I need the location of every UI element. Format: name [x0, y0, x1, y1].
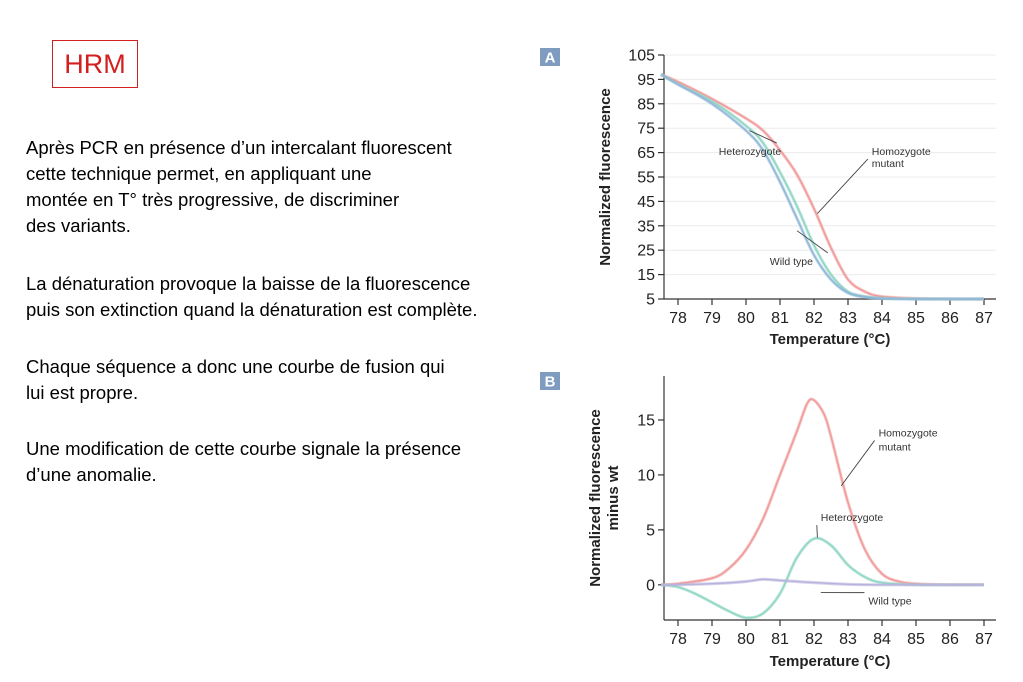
y-axis-title: minus wt	[605, 465, 622, 530]
x-tick-label: 82	[805, 310, 823, 327]
x-tick-label: 85	[907, 631, 925, 648]
y-tick-label: 25	[637, 243, 655, 260]
panel-badge-a: A	[540, 48, 560, 67]
panel-badge-label: B	[545, 374, 556, 391]
annotation-leader	[749, 130, 777, 144]
annotation-label: Homozygote	[879, 427, 938, 439]
y-tick-label: 85	[637, 96, 655, 113]
panel-badge-box	[540, 48, 560, 66]
series-line-core	[660, 398, 985, 586]
axes: 0 5 10 15 78 79 80 81 82 83 84 85 86 87	[637, 376, 996, 648]
x-tick-label: 81	[771, 310, 789, 327]
y-tick-label: 5	[646, 522, 655, 539]
annotation-label: Wild type	[868, 596, 911, 608]
annotation-label: Homozygote	[872, 146, 931, 158]
paragraph-denaturation: La dénaturation provoque la baisse de la…	[26, 273, 478, 320]
annotation-label: Wild type	[770, 256, 813, 268]
y-axis-title: Normalized fluorescence	[587, 409, 604, 587]
y-tick-label: 55	[637, 170, 655, 187]
x-tick-label: 80	[737, 631, 755, 648]
x-tick-label: 79	[703, 631, 721, 648]
annotation-leader	[840, 440, 875, 487]
panel-badge-label: A	[545, 50, 556, 67]
x-tick-label: 86	[941, 631, 959, 648]
x-tick-label: 81	[771, 631, 789, 648]
y-tick-label: 15	[637, 412, 655, 429]
x-tick-label: 86	[941, 310, 959, 327]
y-tick-label: 65	[637, 145, 655, 162]
y-tick-label: 0	[646, 577, 655, 594]
annotation-label: mutant	[879, 442, 911, 454]
annotation-label: Heterozygote	[821, 512, 884, 524]
series-line-core	[660, 73, 984, 300]
series-homozygote-mutant	[660, 397, 985, 587]
x-tick-label: 87	[975, 310, 993, 327]
y-tick-label: 10	[637, 467, 655, 484]
x-tick-label: 85	[907, 310, 925, 327]
annotation-leader	[817, 158, 869, 214]
x-axis-title: Temperature (°C)	[770, 653, 891, 670]
y-tick-label: 75	[637, 121, 655, 138]
annotation-label: mutant	[872, 158, 904, 170]
x-tick-label: 78	[669, 631, 687, 648]
x-tick-label: 83	[839, 631, 857, 648]
paragraph-anomaly: Une modification de cette courbe signale…	[26, 438, 462, 485]
annotation-leader	[816, 525, 818, 538]
x-axis-title: Temperature (°C)	[770, 331, 891, 348]
panel-badge-b: B	[540, 372, 560, 391]
panel-badge-box	[540, 372, 560, 390]
annotation-leader	[796, 230, 829, 254]
series-wild-type	[660, 73, 984, 301]
annotations: Homozygote mutant Heterozygote Wild type	[816, 427, 938, 608]
y-tick-label: 105	[628, 48, 655, 65]
y-tick-label: 35	[637, 218, 655, 235]
series-wild-type	[660, 577, 984, 587]
annotation-label: Heterozygote	[719, 146, 782, 158]
x-tick-label: 84	[873, 310, 891, 327]
slide-title: HRM	[64, 48, 126, 79]
axes: 5 15 25 35 45 55 65 75 85 95 105 78 79 80 81 82 83 84 85 86…	[628, 48, 996, 327]
x-tick-label: 78	[669, 310, 687, 327]
series-line-core	[660, 578, 984, 586]
y-tick-label: 5	[646, 292, 655, 309]
x-tick-label: 83	[839, 310, 857, 327]
x-tick-label: 79	[703, 310, 721, 327]
slide-title-box: HRM	[52, 40, 138, 88]
y-axis-title: Normalized fluorescence	[597, 88, 614, 266]
paragraph-melting-curve: Chaque séquence a donc une courbe de fus…	[26, 356, 445, 403]
y-tick-label: 45	[637, 194, 655, 211]
x-tick-label: 84	[873, 631, 891, 648]
y-tick-label: 95	[637, 72, 655, 89]
x-tick-label: 82	[805, 631, 823, 648]
y-tick-label: 15	[637, 267, 655, 284]
x-tick-label: 80	[737, 310, 755, 327]
x-tick-label: 87	[975, 631, 993, 648]
paragraph-intro: Après PCR en présence d’un intercalant f…	[26, 137, 452, 236]
